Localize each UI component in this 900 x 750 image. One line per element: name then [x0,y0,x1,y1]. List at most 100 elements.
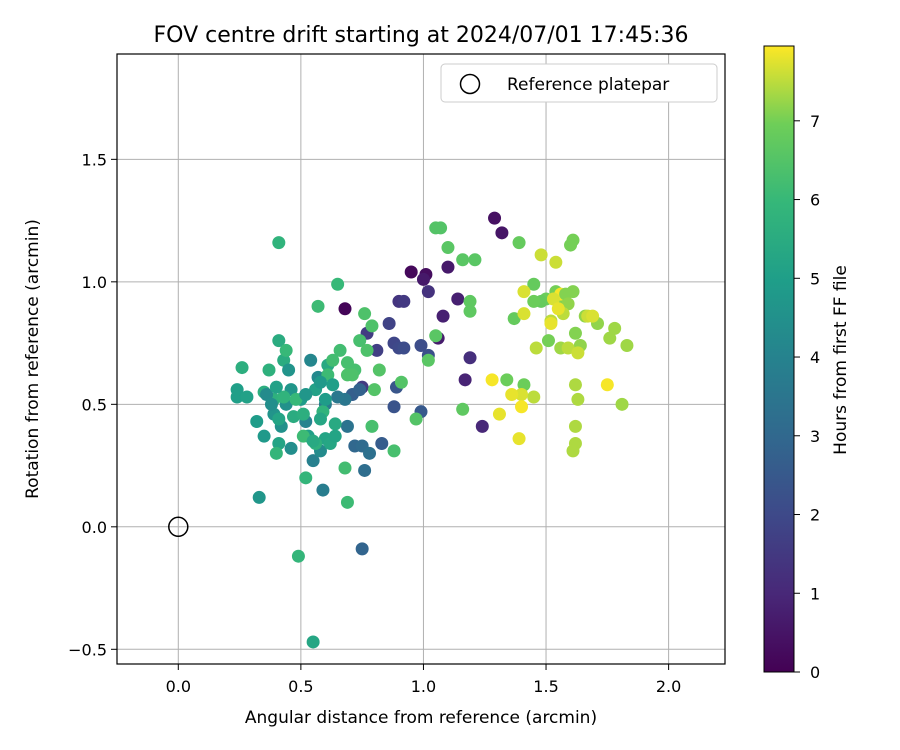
data-point [328,417,342,431]
data-point [282,363,296,377]
data-point [387,444,401,458]
data-point [488,211,502,225]
data-point [541,334,555,348]
data-point [615,397,629,411]
data-point [318,392,332,406]
x-axis-ticks: 0.0 0.5 1.0 1.5 2.0 [166,664,681,696]
data-point [527,294,541,308]
data-point [252,490,266,504]
data-point [353,334,367,348]
data-point [289,392,303,406]
data-point [365,319,379,333]
x-tick-label: 0.5 [288,677,313,696]
y-tick-label: −0.5 [68,640,107,659]
data-point [338,461,352,475]
legend: Reference platepar [440,63,718,103]
data-point [441,241,455,255]
data-point [546,292,560,306]
data-point [527,390,541,404]
data-point [250,414,264,428]
data-point [421,285,435,299]
data-point [291,549,305,563]
data-point [500,373,514,387]
data-point [375,437,389,451]
data-point [355,542,369,556]
data-point [429,329,443,343]
data-point [505,388,519,402]
data-point [262,363,276,377]
data-point [367,383,381,397]
data-point [277,390,291,404]
y-axis-label: Rotation from reference (arcmin) [23,219,43,499]
data-point [272,334,286,348]
data-point [328,429,342,443]
legend-box [440,63,718,103]
data-point [382,316,396,330]
grid-lines [117,54,725,664]
data-point [279,343,293,357]
data-point [527,277,541,291]
data-point [313,412,327,426]
data-point [517,285,531,299]
colorbar-tick-label: 6 [810,191,820,210]
data-point [468,253,482,267]
plot-frame [116,53,726,665]
data-point [365,419,379,433]
data-point [287,410,301,424]
data-point [360,343,374,357]
colorbar-tick-label: 2 [810,506,820,525]
data-point [571,346,585,360]
data-point [284,441,298,455]
data-point [269,446,283,460]
data-point [436,309,450,323]
data-point [566,233,580,247]
data-point [358,463,372,477]
data-point [456,402,470,416]
data-point [358,307,372,321]
x-tick-label: 1.5 [533,677,558,696]
colorbar-tick-label: 5 [810,269,820,288]
data-point [409,412,423,426]
data-point [272,437,286,451]
data-point [394,375,408,389]
data-point [316,483,330,497]
y-tick-label: 1.5 [82,150,107,169]
data-point [296,407,310,421]
data-point [311,299,325,313]
data-point [456,253,470,267]
data-point [566,444,580,458]
data-point [463,304,477,318]
data-point [326,353,340,367]
legend-entry-label: Reference platepar [507,75,669,95]
data-point [260,388,274,402]
legend-reference-marker [459,73,481,95]
data-point [529,341,543,355]
data-point [551,302,565,316]
data-point [235,361,249,375]
data-point [331,390,345,404]
data-point [620,339,634,353]
data-point [333,343,347,357]
data-point [549,255,563,269]
data-point [463,351,477,365]
data-point [269,380,283,394]
data-point [363,446,377,460]
data-point [272,236,286,250]
colorbar-tick-label: 4 [810,348,820,367]
data-point [512,236,526,250]
data-point [492,407,506,421]
colorbar-gradient [763,45,795,673]
data-point [340,419,354,433]
data-point [338,302,352,316]
data-point [404,265,418,279]
data-point [414,339,428,353]
colorbar-label: Hours from first FF file [831,265,851,455]
data-point [296,429,310,443]
data-point [451,292,465,306]
data-point [463,294,477,308]
data-point [372,363,386,377]
data-point [345,368,359,382]
colorbar-tick-label: 1 [810,584,820,603]
data-point [370,343,384,357]
data-point [306,454,320,468]
